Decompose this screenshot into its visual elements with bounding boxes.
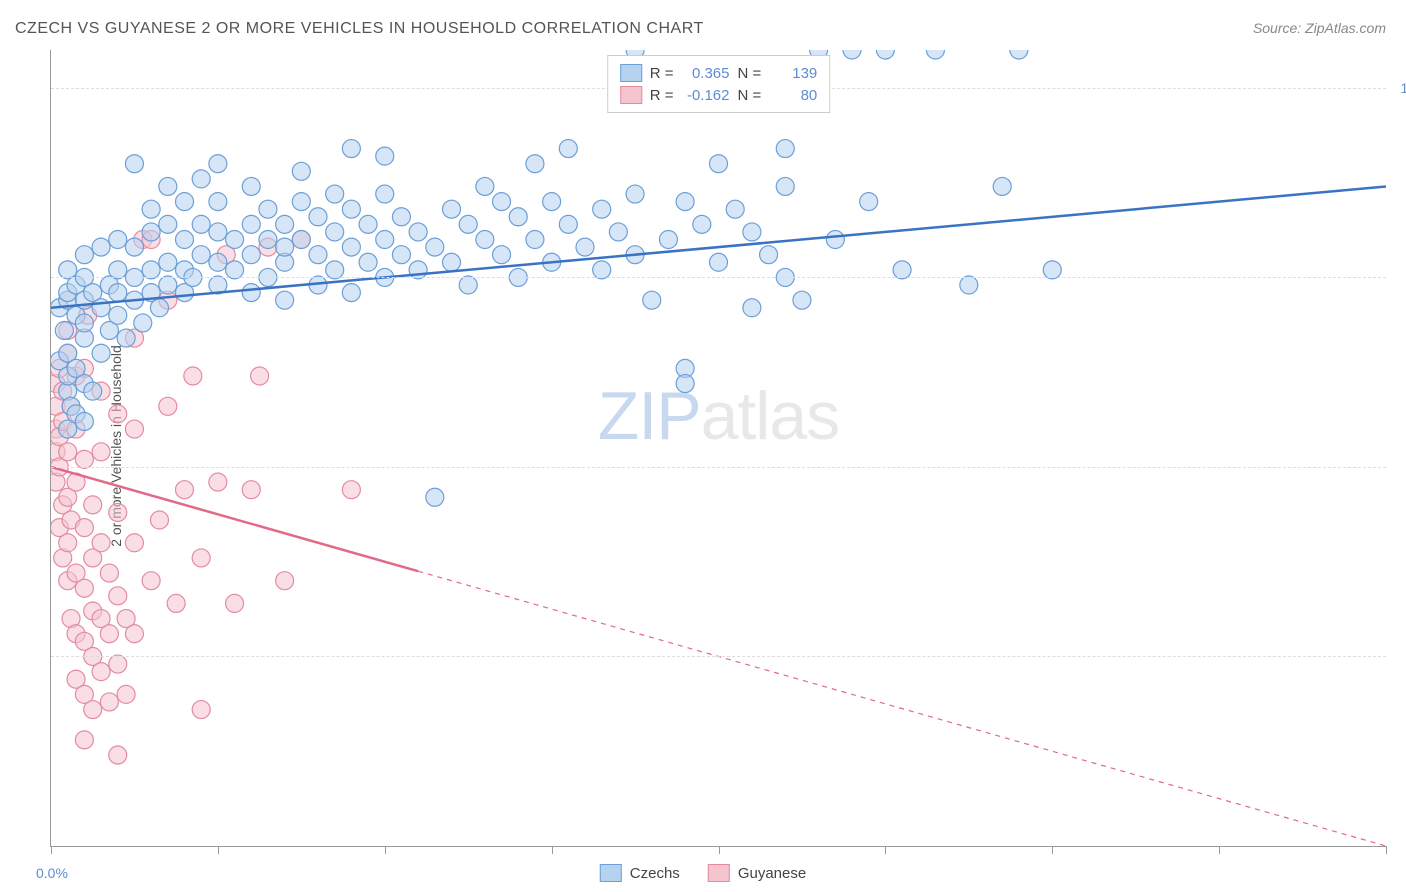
stats-legend-box: R = 0.365 N = 139 R = -0.162 N = 80 <box>607 55 831 113</box>
grid-line <box>51 467 1386 468</box>
x-tick <box>1219 846 1220 854</box>
chart-plot-area: ZIPatlas 25.0%50.0%75.0%100.0% 0.0% 80.0… <box>50 50 1386 847</box>
x-tick <box>218 846 219 854</box>
n-value-a: 139 <box>769 65 817 82</box>
n-label-a: N = <box>738 65 762 82</box>
x-tick <box>1052 846 1053 854</box>
r-value-b: -0.162 <box>682 87 730 104</box>
r-label-b: R = <box>650 87 674 104</box>
x-tick <box>385 846 386 854</box>
stats-row-czechs: R = 0.365 N = 139 <box>620 62 818 84</box>
x-tick <box>552 846 553 854</box>
legend-label-czechs: Czechs <box>630 865 680 882</box>
chart-svg-layer <box>51 50 1386 846</box>
legend-swatch-guyanese <box>708 864 730 882</box>
x-tick <box>1386 846 1387 854</box>
x-tick-first: 0.0% <box>36 865 68 881</box>
legend-label-guyanese: Guyanese <box>738 865 806 882</box>
legend-item-guyanese: Guyanese <box>708 864 806 882</box>
legend-item-czechs: Czechs <box>600 864 680 882</box>
x-tick <box>885 846 886 854</box>
bottom-legend: Czechs Guyanese <box>600 864 806 882</box>
y-tick-label: 100.0% <box>1401 80 1406 96</box>
stats-row-guyanese: R = -0.162 N = 80 <box>620 84 818 106</box>
grid-line <box>51 277 1386 278</box>
legend-swatch-czechs <box>600 864 622 882</box>
x-tick <box>719 846 720 854</box>
source-attribution: Source: ZipAtlas.com <box>1253 20 1386 36</box>
grid-line <box>51 656 1386 657</box>
r-label-a: R = <box>650 65 674 82</box>
chart-title: CZECH VS GUYANESE 2 OR MORE VEHICLES IN … <box>15 20 704 38</box>
swatch-czechs <box>620 64 642 82</box>
r-value-a: 0.365 <box>682 65 730 82</box>
x-tick <box>51 846 52 854</box>
n-value-b: 80 <box>769 87 817 104</box>
n-label-b: N = <box>738 87 762 104</box>
swatch-guyanese <box>620 86 642 104</box>
